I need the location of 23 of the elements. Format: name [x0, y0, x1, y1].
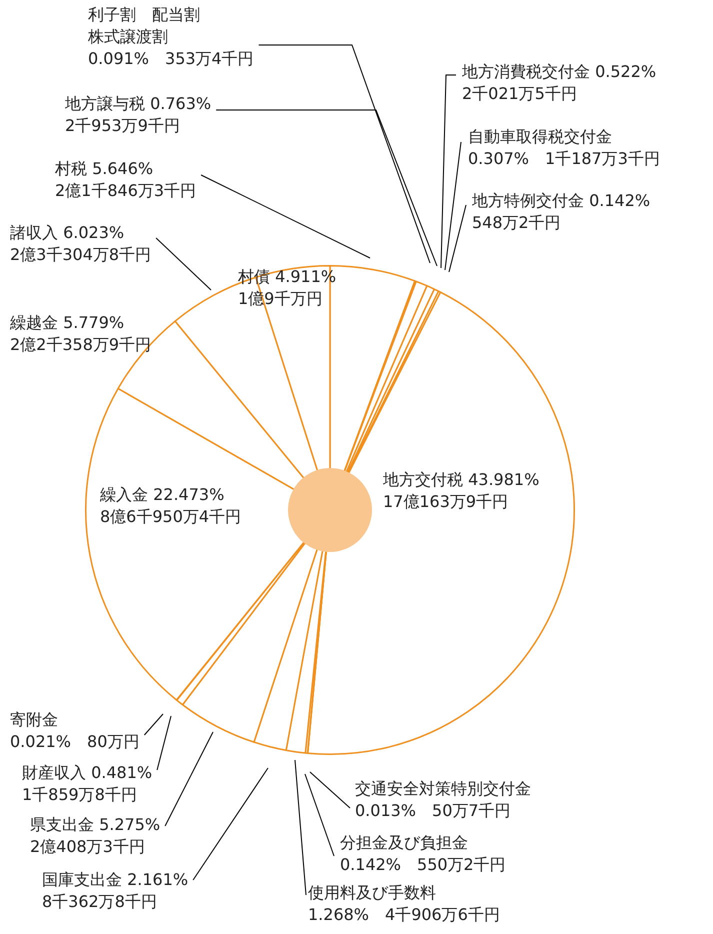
slice-label: 地方譲与税 0.763% 2千953万9千円 — [64, 94, 212, 136]
slice-label: 地方特例交付金 0.142% 548万2千円 — [471, 191, 650, 232]
data-label: 0.307% 1千187万3千円 — [468, 149, 660, 168]
data-label: 0.013% 50万7千円 — [355, 801, 511, 820]
slice-label: 財産収入 0.481% 1千859万8千円 — [22, 763, 152, 804]
slice-label: 諸収入 6.023% 2億3千304万8千円 — [10, 223, 152, 264]
slice-label: 繰入金 22.473% 8億6千950万4千円 — [99, 485, 242, 526]
slice-label: 利子割 配当割株式譲渡割 — [87, 5, 200, 46]
data-label: 1.268% 4千906万6千円 — [308, 905, 500, 924]
slice-label: 村税 5.646% 2億1千846万3千円 — [54, 159, 196, 200]
slice-label: 県支出金 5.275% 2億408万3千円 — [30, 815, 160, 856]
slice-label: 交通安全対策特別交付金 — [355, 779, 531, 798]
slice-label: 地方消費税交付金 0.522% 2千021万5千円 — [461, 62, 656, 104]
data-label: 0.142% 550万2千円 — [340, 855, 506, 874]
slice-label: 国庫支出金 2.161% 8千362万8千円 — [42, 870, 188, 912]
slice-label: 使用料及び手数料 — [308, 883, 436, 902]
slice-label: 繰越金 5.779% 2億2千358万9千円 — [9, 313, 152, 354]
slice-label: 分担金及び負担金 — [340, 833, 468, 852]
slice-label: 寄附金 — [10, 710, 58, 730]
data-label: 0.091% 353万4千円 — [88, 49, 254, 68]
slice-label: 地方交付税 43.981% 17億163万9千円 — [382, 470, 540, 512]
slice-label: 自動車取得税交付金 — [468, 127, 612, 146]
data-label: 0.021% 80万円 — [10, 732, 140, 752]
